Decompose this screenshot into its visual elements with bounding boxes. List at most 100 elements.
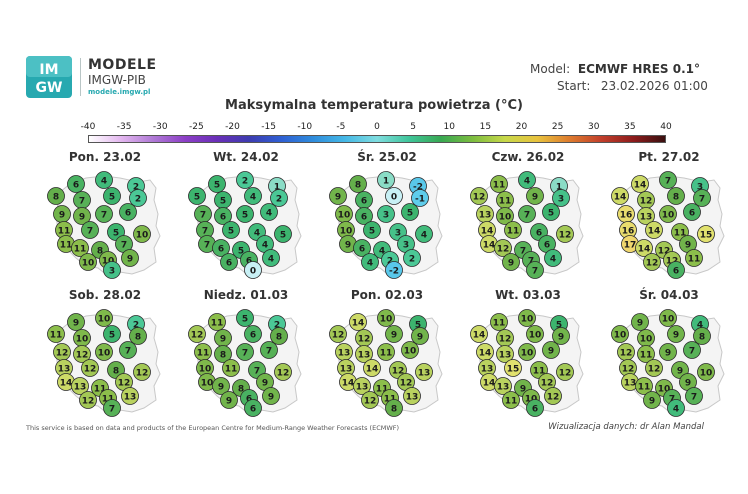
- station-marker[interactable]: [645, 359, 663, 377]
- station-marker[interactable]: [47, 187, 65, 205]
- station-marker[interactable]: [222, 359, 240, 377]
- brand-url[interactable]: modele.imgw.pl: [88, 88, 151, 96]
- station-marker[interactable]: [526, 187, 544, 205]
- station-marker[interactable]: [494, 377, 512, 395]
- station-marker[interactable]: [401, 203, 419, 221]
- station-marker[interactable]: [119, 203, 137, 221]
- station-marker[interactable]: [693, 327, 711, 345]
- station-marker[interactable]: [236, 171, 254, 189]
- station-marker[interactable]: [67, 313, 85, 331]
- station-marker[interactable]: [667, 325, 685, 343]
- station-marker[interactable]: [81, 221, 99, 239]
- station-marker[interactable]: [133, 225, 151, 243]
- station-marker[interactable]: [556, 225, 574, 243]
- station-marker[interactable]: [73, 207, 91, 225]
- station-marker[interactable]: [353, 239, 371, 257]
- station-marker[interactable]: [79, 391, 97, 409]
- station-marker[interactable]: [95, 343, 113, 361]
- station-marker[interactable]: [363, 221, 381, 239]
- station-marker[interactable]: [631, 175, 649, 193]
- station-marker[interactable]: [103, 261, 121, 279]
- station-marker[interactable]: [470, 325, 488, 343]
- station-marker[interactable]: [683, 203, 701, 221]
- station-marker[interactable]: [659, 205, 677, 223]
- station-marker[interactable]: [208, 175, 226, 193]
- station-marker[interactable]: [329, 187, 347, 205]
- station-marker[interactable]: [659, 171, 677, 189]
- station-marker[interactable]: [494, 239, 512, 257]
- station-marker[interactable]: [504, 221, 522, 239]
- station-marker[interactable]: [542, 341, 560, 359]
- station-marker[interactable]: [667, 261, 685, 279]
- station-marker[interactable]: [274, 363, 292, 381]
- station-marker[interactable]: [377, 171, 395, 189]
- station-marker[interactable]: [214, 207, 232, 225]
- station-marker[interactable]: [236, 309, 254, 327]
- station-marker[interactable]: [635, 377, 653, 395]
- station-marker[interactable]: [208, 313, 226, 331]
- station-marker[interactable]: [518, 171, 536, 189]
- station-marker[interactable]: [244, 261, 262, 279]
- station-marker[interactable]: [244, 187, 262, 205]
- station-marker[interactable]: [119, 341, 137, 359]
- station-marker[interactable]: [385, 325, 403, 343]
- station-marker[interactable]: [129, 189, 147, 207]
- station-marker[interactable]: [385, 187, 403, 205]
- station-marker[interactable]: [260, 341, 278, 359]
- station-marker[interactable]: [329, 325, 347, 343]
- station-marker[interactable]: [121, 387, 139, 405]
- station-marker[interactable]: [685, 387, 703, 405]
- station-marker[interactable]: [526, 325, 544, 343]
- station-marker[interactable]: [637, 345, 655, 363]
- station-marker[interactable]: [403, 387, 421, 405]
- station-marker[interactable]: [490, 175, 508, 193]
- station-marker[interactable]: [67, 175, 85, 193]
- station-marker[interactable]: [544, 387, 562, 405]
- station-marker[interactable]: [103, 399, 121, 417]
- station-marker[interactable]: [270, 189, 288, 207]
- station-marker[interactable]: [244, 399, 262, 417]
- station-marker[interactable]: [611, 187, 629, 205]
- station-marker[interactable]: [79, 253, 97, 271]
- station-marker[interactable]: [236, 205, 254, 223]
- station-marker[interactable]: [377, 205, 395, 223]
- station-marker[interactable]: [361, 253, 379, 271]
- station-marker[interactable]: [73, 345, 91, 363]
- station-marker[interactable]: [262, 387, 280, 405]
- station-marker[interactable]: [697, 363, 715, 381]
- station-marker[interactable]: [544, 249, 562, 267]
- station-marker[interactable]: [244, 325, 262, 343]
- station-marker[interactable]: [262, 249, 280, 267]
- station-marker[interactable]: [518, 309, 536, 327]
- station-marker[interactable]: [631, 313, 649, 331]
- station-marker[interactable]: [643, 391, 661, 409]
- station-marker[interactable]: [81, 359, 99, 377]
- station-marker[interactable]: [659, 309, 677, 327]
- station-marker[interactable]: [103, 187, 121, 205]
- station-marker[interactable]: [355, 345, 373, 363]
- station-marker[interactable]: [401, 341, 419, 359]
- station-marker[interactable]: [188, 187, 206, 205]
- station-marker[interactable]: [415, 363, 433, 381]
- station-marker[interactable]: [693, 189, 711, 207]
- station-marker[interactable]: [71, 239, 89, 257]
- station-marker[interactable]: [220, 253, 238, 271]
- station-marker[interactable]: [552, 189, 570, 207]
- station-marker[interactable]: [377, 309, 395, 327]
- station-marker[interactable]: [518, 205, 536, 223]
- station-marker[interactable]: [411, 327, 429, 345]
- station-marker[interactable]: [212, 239, 230, 257]
- station-marker[interactable]: [349, 175, 367, 193]
- station-marker[interactable]: [95, 171, 113, 189]
- station-marker[interactable]: [274, 225, 292, 243]
- station-marker[interactable]: [518, 343, 536, 361]
- station-marker[interactable]: [556, 363, 574, 381]
- station-marker[interactable]: [270, 327, 288, 345]
- station-marker[interactable]: [683, 341, 701, 359]
- station-marker[interactable]: [95, 205, 113, 223]
- station-marker[interactable]: [403, 249, 421, 267]
- station-marker[interactable]: [697, 225, 715, 243]
- station-marker[interactable]: [667, 399, 685, 417]
- station-marker[interactable]: [103, 325, 121, 343]
- station-marker[interactable]: [260, 203, 278, 221]
